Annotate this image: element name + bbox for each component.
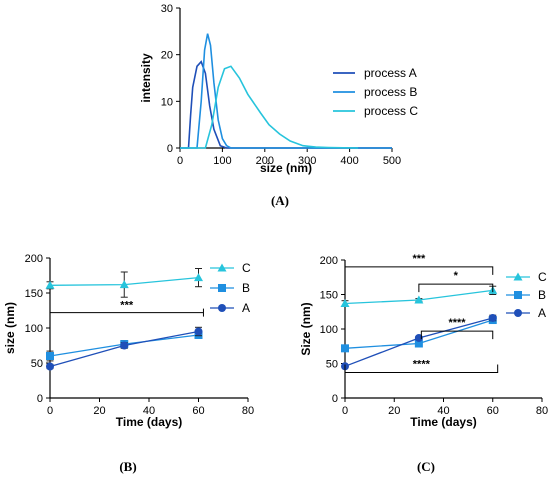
significance-bracket: *** [49, 300, 204, 317]
series-c [340, 285, 498, 307]
bracket-line [418, 283, 494, 293]
series-a [46, 326, 203, 371]
legend-marker [217, 263, 227, 272]
legend-marker [514, 309, 522, 317]
x-tick-label: 80 [536, 405, 548, 417]
legend: CBA [506, 270, 547, 320]
chart-panel-b: 0 20 40 60 80 0 50 100 150 200 Time (days) size (nm… [3, 253, 254, 474]
bracket-line [344, 364, 499, 373]
x-tick-label: 300 [298, 155, 316, 167]
y-tick-label: 0 [37, 393, 43, 405]
data-point [46, 362, 54, 371]
x-tick-label: 0 [177, 155, 183, 167]
x-tick-label: 60 [487, 405, 499, 417]
series-process-b [180, 33, 392, 149]
significance-bracket: **** [344, 358, 499, 373]
significance-label: **** [448, 317, 466, 329]
data-point [488, 313, 497, 322]
legend: process A process B process C [333, 66, 418, 118]
bracket-line [420, 330, 494, 340]
chart-panel-c: 0 20 40 60 80 0 50 100 150 200 Time (days) Size (nm… [299, 253, 548, 474]
y-tick-label: 200 [25, 253, 43, 265]
panel-label: (B) [119, 459, 136, 474]
y-axis-title: intensity [139, 53, 153, 103]
x-tick-label: 20 [93, 405, 105, 417]
x-tick-label: 60 [192, 405, 204, 417]
x-tick-label: 100 [213, 155, 231, 167]
y-tick-label: 0 [332, 393, 338, 405]
y-tick-label: 200 [320, 255, 338, 267]
panel-label: (C) [417, 459, 435, 474]
legend-label: process B [364, 85, 417, 99]
x-tick-label: 200 [256, 155, 274, 167]
data-point [194, 273, 203, 282]
x-tick-label: 0 [47, 405, 53, 417]
y-tick-label: 150 [25, 288, 43, 300]
significance-bracket: * [418, 270, 494, 293]
legend: CBA [210, 261, 251, 315]
significance-label: **** [413, 358, 431, 370]
data-point [120, 341, 129, 350]
series-c [45, 268, 203, 298]
y-tick-label: 100 [25, 323, 43, 335]
y-tick-label: 50 [326, 359, 338, 371]
series-line [180, 65, 359, 149]
series-line [180, 33, 392, 149]
data-point [46, 352, 54, 360]
x-tick-label: 500 [383, 155, 401, 167]
y-tick-label: 50 [31, 358, 43, 370]
y-tick-label: 10 [161, 96, 173, 108]
panel-label: (A) [271, 193, 289, 208]
x-axis-title: size (nm) [260, 161, 312, 175]
y-tick-label: 100 [320, 324, 338, 336]
y-tick-label: 20 [161, 50, 173, 62]
data-point [119, 280, 129, 289]
y-tick-label: 30 [161, 3, 173, 15]
y-axis-title: Size (nm) [299, 302, 313, 355]
data-point [414, 339, 423, 348]
series-line [180, 60, 392, 149]
significance-bracket: *** [344, 253, 494, 275]
legend-label: process C [364, 104, 418, 118]
legend-label: B [538, 288, 546, 302]
legend-label: A [242, 301, 250, 315]
x-tick-label: 400 [340, 155, 358, 167]
legend-marker [513, 272, 523, 281]
legend-label: C [242, 261, 251, 275]
data-point [45, 280, 55, 289]
y-tick-label: 150 [320, 290, 338, 302]
significance-label: * [454, 270, 459, 282]
significance-bracket: **** [420, 317, 494, 340]
y-tick-label: 0 [167, 143, 173, 155]
x-tick-label: 0 [342, 405, 348, 417]
y-axis-title: size (nm) [3, 302, 17, 354]
legend-marker [514, 291, 522, 299]
x-axis-title: Time (days) [410, 415, 476, 429]
data-point [340, 298, 350, 307]
significance-label: *** [412, 253, 426, 265]
chart-panel-a: 0 100 200 300 400 500 0 10 20 30 size (nm) intensit… [139, 3, 418, 208]
x-tick-label: 80 [242, 405, 254, 417]
data-point [194, 327, 203, 336]
legend-marker [218, 284, 226, 292]
bracket-line [344, 266, 494, 275]
series-process-c [180, 65, 359, 149]
x-axis-title: Time (days) [116, 415, 182, 429]
x-tick-label: 40 [437, 405, 449, 417]
x-tick-label: 20 [388, 405, 400, 417]
significance-label: *** [120, 300, 134, 312]
legend-label: process A [364, 66, 417, 80]
x-tick-label: 40 [143, 405, 155, 417]
data-point [341, 344, 349, 353]
legend-label: B [242, 281, 250, 295]
legend-label: A [538, 306, 546, 320]
series-process-a [180, 60, 392, 149]
data-point [414, 295, 424, 304]
legend-label: C [538, 270, 547, 284]
legend-marker [218, 304, 226, 312]
